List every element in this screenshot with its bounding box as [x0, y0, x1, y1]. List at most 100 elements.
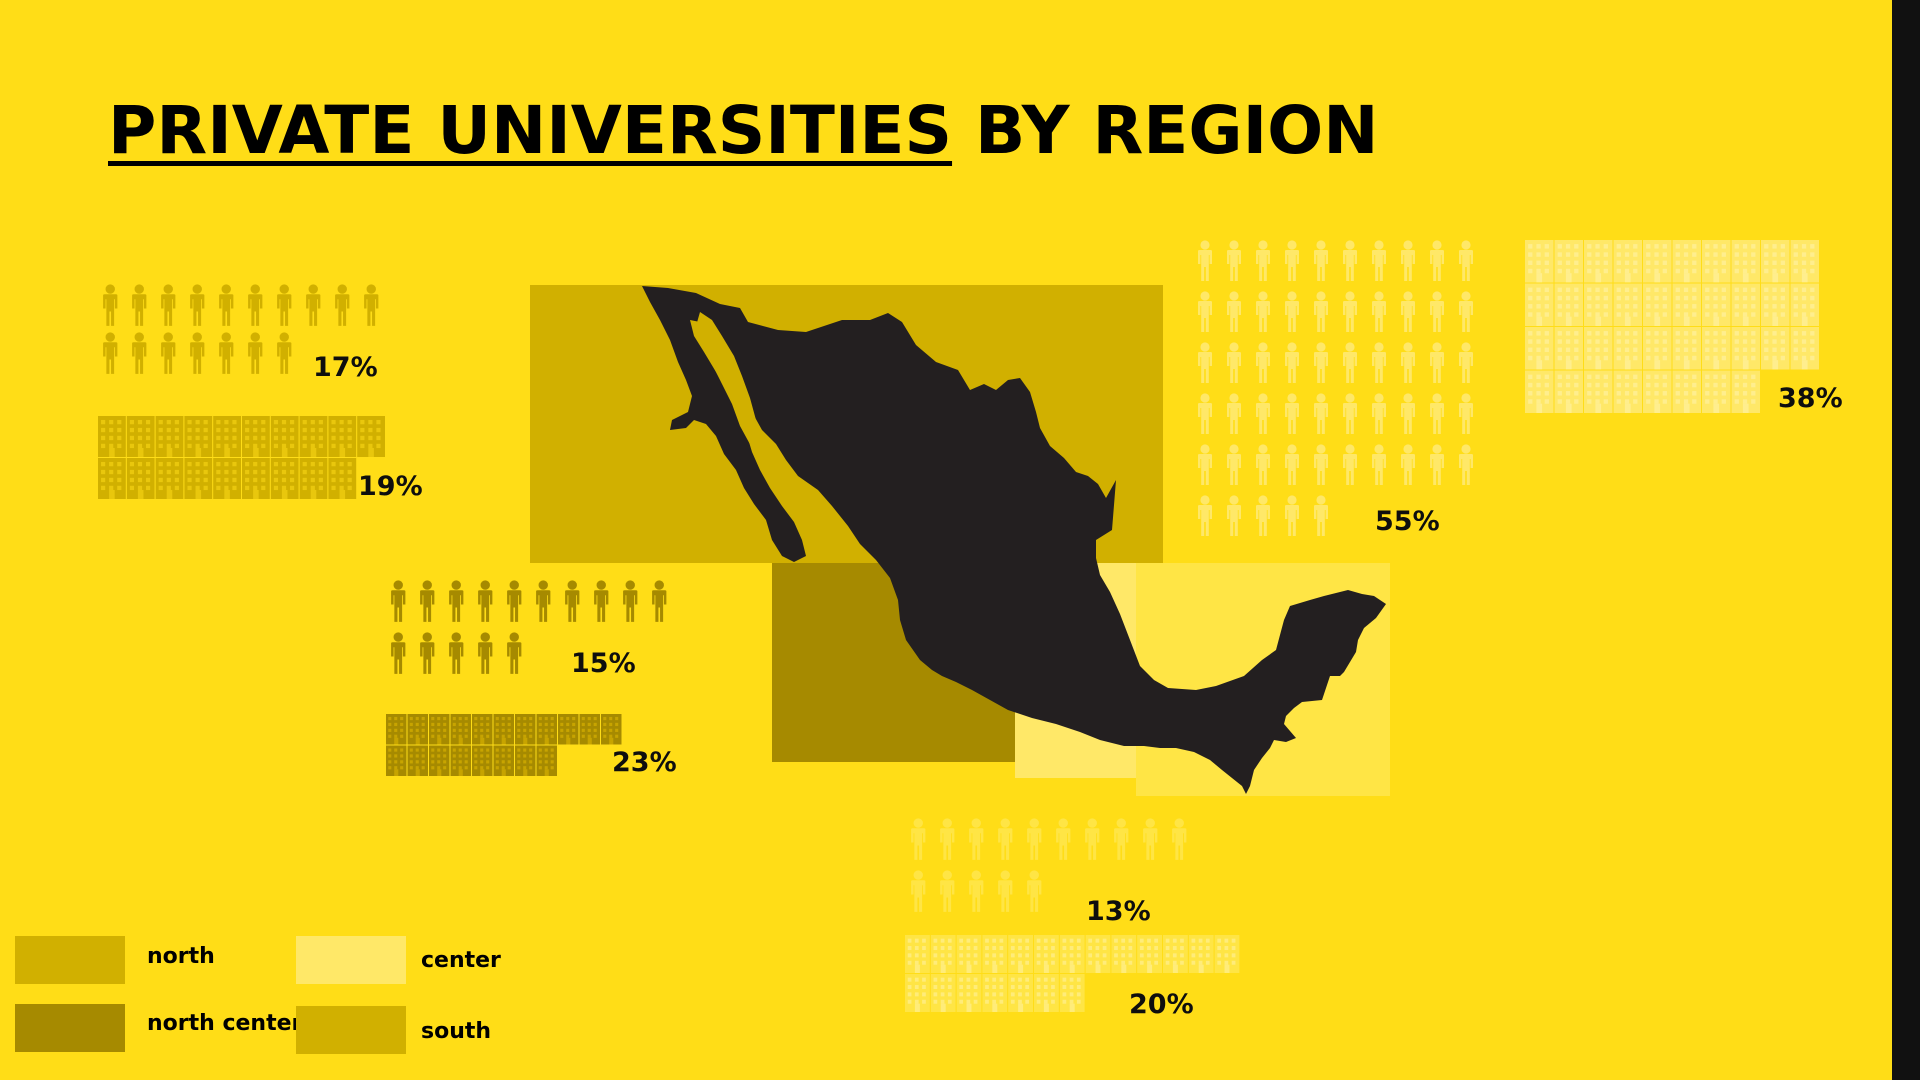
building-icon: [1613, 370, 1642, 413]
building-icon: [270, 458, 299, 499]
person-icon: [1459, 342, 1473, 383]
value-label-center-universities: 38%: [1778, 383, 1843, 414]
person-icon: [623, 580, 638, 622]
pictogram-center-students: [1198, 240, 1473, 536]
person-icon: [507, 632, 522, 674]
building-icon: [1672, 370, 1701, 413]
building-icon: [515, 745, 536, 776]
person-icon: [1227, 495, 1241, 536]
person-icon: [277, 284, 292, 326]
person-icon: [1256, 393, 1270, 434]
person-icon: [1256, 291, 1270, 332]
building-icon: [1702, 240, 1731, 283]
value-label-south-students: 13%: [1086, 896, 1151, 927]
person-icon: [1372, 393, 1386, 434]
building-icon: [1008, 974, 1033, 1012]
person-icon: [190, 284, 205, 326]
person-icon: [652, 580, 667, 622]
building-icon: [299, 458, 328, 499]
person-icon: [335, 284, 350, 326]
pictogram-south-universities: [905, 935, 1240, 1012]
legend-swatch-center: [296, 936, 406, 984]
pictogram-north-students: [103, 284, 379, 374]
person-icon: [1430, 444, 1444, 485]
person-icon: [1198, 291, 1212, 332]
person-icon: [103, 332, 118, 374]
person-icon: [1401, 240, 1415, 281]
person-icon: [940, 870, 955, 912]
person-icon: [1056, 818, 1071, 860]
person-icon: [219, 284, 234, 326]
building-icon: [493, 745, 514, 776]
building-icon: [407, 745, 428, 776]
mexico-map-shape: [642, 286, 1386, 794]
person-icon: [449, 632, 464, 674]
person-icon: [1285, 240, 1299, 281]
person-icon: [1227, 291, 1241, 332]
person-icon: [1227, 444, 1241, 485]
building-icon: [1790, 283, 1819, 326]
building-icon: [1584, 240, 1613, 283]
person-icon: [1285, 444, 1299, 485]
person-icon: [1459, 291, 1473, 332]
building-icon: [1554, 240, 1583, 283]
person-icon: [1343, 444, 1357, 485]
person-icon: [1114, 818, 1129, 860]
person-icon: [420, 632, 435, 674]
person-icon: [1198, 444, 1212, 485]
building-icon: [1111, 935, 1137, 973]
person-icon: [1314, 444, 1328, 485]
person-icon: [391, 632, 406, 674]
building-icon: [1525, 240, 1554, 283]
legend-swatch-north: [15, 936, 125, 984]
person-icon: [1459, 444, 1473, 485]
person-icon: [1227, 393, 1241, 434]
person-icon: [1227, 342, 1241, 383]
building-icon: [213, 458, 241, 499]
person-icon: [969, 870, 984, 912]
building-icon: [1059, 935, 1085, 973]
person-icon: [1285, 291, 1299, 332]
building-icon: [184, 416, 213, 457]
building-icon: [1034, 935, 1059, 973]
person-icon: [536, 580, 551, 622]
building-icon: [450, 714, 471, 745]
person-icon: [1256, 495, 1270, 536]
person-icon: [565, 580, 580, 622]
person-icon: [1430, 291, 1444, 332]
person-icon: [1314, 393, 1328, 434]
building-icon: [357, 416, 385, 457]
building-icon: [242, 458, 270, 499]
person-icon: [1343, 342, 1357, 383]
building-icon: [558, 714, 579, 745]
person-icon: [1198, 393, 1212, 434]
person-icon: [1343, 393, 1357, 434]
building-icon: [98, 416, 126, 457]
person-icon: [132, 284, 147, 326]
person-icon: [1256, 342, 1270, 383]
building-icon: [1059, 974, 1085, 1012]
building-icon: [1525, 327, 1554, 370]
building-icon: [155, 416, 184, 457]
building-icon: [1702, 283, 1731, 326]
building-icon: [299, 416, 328, 457]
person-icon: [1401, 291, 1415, 332]
building-icon: [1085, 935, 1111, 973]
building-icon: [536, 745, 557, 776]
person-icon: [1430, 393, 1444, 434]
legend-swatch-north-center: [15, 1004, 125, 1052]
person-icon: [1085, 818, 1100, 860]
person-icon: [161, 284, 176, 326]
building-icon: [1702, 327, 1731, 370]
pictogram-north-center-universities: [386, 714, 622, 776]
person-icon: [1343, 240, 1357, 281]
building-icon: [579, 714, 600, 745]
building-icon: [407, 714, 428, 745]
person-icon: [132, 332, 147, 374]
person-icon: [998, 870, 1013, 912]
building-icon: [328, 416, 357, 457]
person-icon: [1372, 291, 1386, 332]
building-icon: [982, 974, 1008, 1012]
